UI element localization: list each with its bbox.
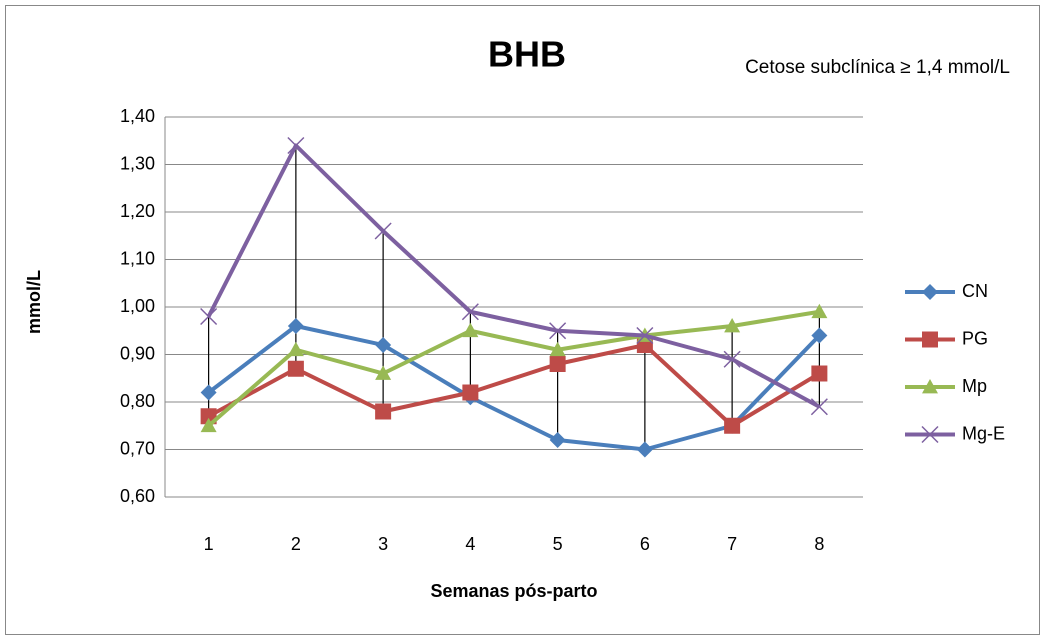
marker [724, 318, 741, 333]
y-tick-label: 1,30 [120, 153, 155, 173]
marker [287, 136, 305, 155]
y-tick-label: 0,90 [120, 343, 155, 363]
marker [375, 365, 392, 380]
chart-border [5, 5, 1040, 635]
marker [287, 318, 304, 334]
y-tick-label: 0,80 [120, 391, 155, 411]
y-tick-label: 0,70 [120, 438, 155, 458]
marker [374, 222, 392, 240]
marker [811, 327, 828, 344]
marker [375, 337, 392, 353]
marker [549, 432, 566, 448]
y-axis-title: mmol/L [24, 270, 44, 334]
marker [811, 365, 828, 382]
marker [375, 403, 392, 420]
x-tick-label: 1 [204, 534, 214, 554]
x-tick-label: 6 [640, 534, 650, 554]
marker [200, 417, 217, 433]
x-tick-label: 8 [814, 534, 824, 554]
marker [200, 384, 217, 401]
marker [549, 341, 566, 357]
marker [287, 360, 304, 377]
legend-label: PG [962, 328, 988, 348]
marker [922, 331, 938, 348]
marker [462, 322, 479, 338]
series-line [207, 324, 821, 452]
marker [922, 379, 938, 394]
x-tick-label: 2 [291, 534, 301, 554]
marker [461, 303, 479, 321]
marker [810, 398, 828, 416]
y-tick-label: 0,60 [120, 486, 155, 506]
x-axis-title: Semanas pós-parto [430, 581, 597, 601]
marker [200, 307, 218, 326]
x-tick-label: 7 [727, 534, 737, 554]
y-tick-label: 1,00 [120, 296, 155, 316]
marker [636, 441, 653, 458]
annotation: Cetose subclínica ≥ 1,4 mmol/L [745, 57, 1010, 78]
legend-label: Mg-E [962, 423, 1005, 443]
x-tick-label: 4 [465, 534, 475, 554]
marker [724, 417, 741, 434]
legend-label: Mp [962, 376, 987, 396]
marker [287, 341, 304, 357]
marker [922, 284, 938, 300]
x-tick-label: 3 [378, 534, 388, 554]
chart-title: BHB [488, 34, 566, 75]
series-line [207, 309, 820, 428]
y-tick-label: 1,10 [120, 248, 155, 268]
marker [549, 356, 566, 372]
y-tick-label: 1,20 [120, 201, 155, 221]
marker [723, 350, 741, 368]
series-line [207, 343, 821, 428]
marker [921, 425, 939, 444]
x-tick-label: 5 [553, 534, 563, 554]
marker [549, 322, 567, 340]
series-line [206, 143, 821, 409]
legend-label: CN [962, 281, 988, 301]
marker [636, 326, 654, 345]
marker [462, 384, 479, 401]
y-tick-label: 1,40 [120, 106, 155, 126]
marker [811, 303, 828, 319]
